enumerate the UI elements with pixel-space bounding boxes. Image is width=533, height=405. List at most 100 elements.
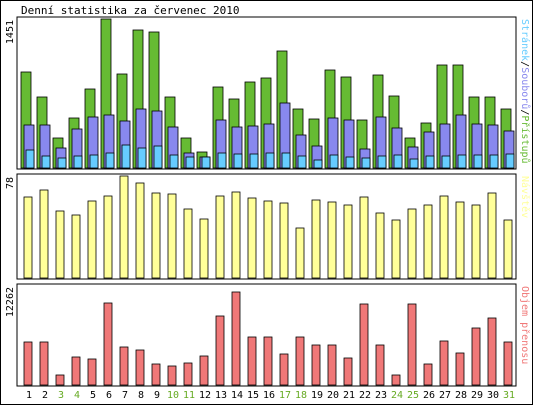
day-label-30: 30 <box>487 390 499 401</box>
day-label-12: 12 <box>199 390 211 401</box>
bar-transfer-day-13 <box>215 315 225 386</box>
bar-transfer-day-27 <box>439 340 449 386</box>
bar-visits-day-10 <box>167 193 177 279</box>
bar-transfer-day-25 <box>407 303 417 386</box>
bar-stránek-day-24 <box>393 154 403 169</box>
side-label-part: / <box>519 109 530 115</box>
bar-stránek-day-25 <box>409 158 419 169</box>
bar-stránek-day-4 <box>73 155 83 169</box>
bar-transfer-day-12 <box>199 355 209 386</box>
day-label-3: 3 <box>58 390 64 401</box>
day-label-26: 26 <box>423 390 435 401</box>
day-label-18: 18 <box>295 390 307 401</box>
bar-stránek-day-2 <box>41 155 51 169</box>
bar-stránek-day-29 <box>473 154 483 169</box>
bar-visits-day-15 <box>247 197 257 279</box>
bar-visits-day-27 <box>439 195 449 279</box>
bar-visits-day-22 <box>359 196 369 279</box>
bar-transfer-day-17 <box>279 353 289 386</box>
bar-transfer-day-26 <box>423 363 433 386</box>
bar-transfer-day-18 <box>295 336 305 386</box>
day-label-28: 28 <box>455 390 467 401</box>
bar-stránek-day-14 <box>233 153 243 169</box>
bar-stránek-day-8 <box>137 147 147 169</box>
bar-visits-day-8 <box>135 182 145 279</box>
bar-stránek-day-10 <box>169 154 179 169</box>
ymax-label-transfer: 12262 <box>5 287 16 317</box>
day-label-13: 13 <box>215 390 227 401</box>
side-label-part: Stránek <box>519 19 531 61</box>
side-label-transfer: Objem přenosu <box>519 286 531 364</box>
day-label-25: 25 <box>407 390 419 401</box>
bar-stránek-day-27 <box>441 155 451 169</box>
bar-transfer-day-22 <box>359 303 369 386</box>
bar-transfer-day-21 <box>343 357 353 386</box>
bar-transfer-day-24 <box>391 374 401 386</box>
bar-transfer-day-31 <box>503 341 513 386</box>
side-label-part: Souborů <box>519 67 531 109</box>
bar-visits-day-19 <box>311 199 321 279</box>
day-label-14: 14 <box>231 390 243 401</box>
bar-visits-day-7 <box>119 175 129 279</box>
bar-stránek-day-20 <box>329 154 339 169</box>
bar-stránek-day-9 <box>153 145 163 169</box>
bar-visits-day-4 <box>71 214 81 279</box>
bar-visits-day-6 <box>103 195 113 279</box>
bar-transfer-day-28 <box>455 352 465 386</box>
day-label-8: 8 <box>138 390 144 401</box>
bar-stránek-day-11 <box>185 156 195 169</box>
bar-visits-day-2 <box>39 189 49 279</box>
bar-transfer-day-15 <box>247 336 257 386</box>
bar-visits-day-23 <box>375 212 385 279</box>
bar-visits-day-9 <box>151 192 161 279</box>
side-label-hits: Stránek/Souborů/Přístupů <box>519 19 531 164</box>
day-label-23: 23 <box>375 390 387 401</box>
bar-stránek-day-15 <box>249 153 259 169</box>
bar-transfer-day-4 <box>71 356 81 386</box>
side-label-part: / <box>519 61 530 67</box>
day-label-21: 21 <box>343 390 355 401</box>
bar-visits-day-14 <box>231 191 241 279</box>
day-label-15: 15 <box>247 390 259 401</box>
bar-visits-day-3 <box>55 210 65 279</box>
bar-stránek-day-30 <box>489 154 499 169</box>
bar-visits-day-12 <box>199 218 209 279</box>
bar-stránek-day-7 <box>121 144 131 169</box>
bar-visits-day-25 <box>407 208 417 279</box>
bar-stránek-day-1 <box>25 149 35 169</box>
bar-stránek-day-17 <box>281 152 291 169</box>
bar-transfer-day-30 <box>487 317 497 386</box>
bar-visits-day-11 <box>183 208 193 279</box>
bar-stránek-day-26 <box>425 155 435 169</box>
bar-stránek-day-23 <box>377 155 387 169</box>
bar-stránek-day-12 <box>201 156 211 169</box>
bar-stránek-day-28 <box>457 154 467 169</box>
day-label-20: 20 <box>327 390 339 401</box>
side-label-part: Objem přenosu <box>519 286 531 364</box>
day-label-7: 7 <box>122 390 128 401</box>
bar-transfer-day-11 <box>183 362 193 386</box>
bar-transfer-day-9 <box>151 363 161 386</box>
day-label-4: 4 <box>74 390 80 401</box>
bar-visits-day-20 <box>327 201 337 279</box>
bar-visits-day-5 <box>87 200 97 279</box>
bar-stránek-day-31 <box>505 153 515 169</box>
bar-stránek-day-19 <box>313 159 323 169</box>
bar-visits-day-29 <box>471 204 481 279</box>
bar-visits-day-21 <box>343 204 353 279</box>
bar-transfer-day-19 <box>311 344 321 386</box>
bar-stránek-day-13 <box>217 152 227 169</box>
bar-visits-day-28 <box>455 201 465 279</box>
chart-title: Denní statistika za červenec 2010 <box>21 4 240 17</box>
panel-frame-visits <box>16 173 517 280</box>
bar-stránek-day-18 <box>297 155 307 169</box>
bar-stránek-day-22 <box>361 157 371 169</box>
day-label-29: 29 <box>471 390 483 401</box>
bar-stránek-day-21 <box>345 156 355 169</box>
ymax-label-visits: 78 <box>5 177 16 189</box>
bar-stránek-day-16 <box>265 152 275 169</box>
bar-visits-day-31 <box>503 219 513 279</box>
bar-visits-day-1 <box>23 196 33 279</box>
day-label-16: 16 <box>263 390 275 401</box>
